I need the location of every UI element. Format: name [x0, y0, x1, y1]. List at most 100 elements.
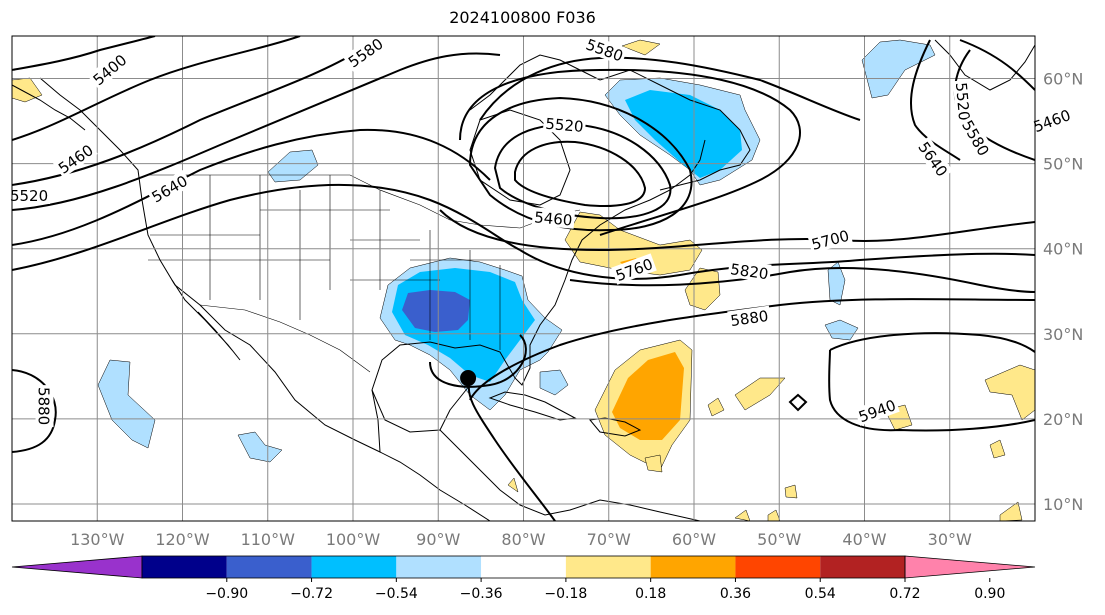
contour-label-background	[952, 79, 975, 124]
latitude-tick-label: 30°N	[1043, 325, 1083, 344]
colorbar-segment	[735, 556, 821, 578]
positive-anomaly-south-2	[507, 477, 519, 493]
contour-label: 5640	[914, 136, 953, 182]
coastline-cuba	[488, 391, 577, 421]
contour-5400	[12, 36, 156, 71]
longitude-tick-label: 40°W	[842, 530, 886, 549]
contour-5580-west	[12, 52, 501, 211]
contour-5940-cell	[788, 393, 808, 412]
contour-5460-west	[12, 36, 301, 141]
contour-label-text: 5880	[729, 307, 769, 330]
coastline-yucatan	[371, 384, 471, 433]
longitude-tick-label: 120°W	[155, 530, 210, 549]
contour-5880-mexico	[12, 369, 57, 453]
colorbar-segment	[820, 556, 905, 578]
positive-anomaly-south-1	[999, 501, 1023, 521]
colorbar-tick-label: −0.54	[375, 586, 418, 602]
longitude-tick-label: 70°W	[587, 530, 631, 549]
contour-label: 5580	[957, 114, 995, 161]
coastline-hispaniola	[589, 417, 642, 437]
contour-5640-west	[12, 128, 491, 246]
positive-anomaly-south-4	[734, 509, 751, 521]
contour-label: 5880	[727, 305, 772, 330]
contour-5880-east	[469, 298, 1035, 401]
colorbar-extend-min	[11, 555, 143, 579]
longitude-tick-label: 30°W	[928, 530, 972, 549]
contour-label-background	[854, 394, 900, 426]
colorbar-tick-label: −0.72	[290, 586, 333, 602]
contour-label: 5520	[542, 113, 587, 136]
border-us-mexico	[199, 304, 371, 373]
positive-anomaly-atlantic-2	[734, 377, 786, 411]
coastline-gulf	[371, 139, 706, 453]
contour-label-background	[342, 32, 388, 72]
negative-anomaly-southeast-max	[402, 290, 470, 332]
contour-label-background	[807, 225, 853, 254]
longitude-tick-label: 80°W	[501, 530, 545, 549]
colorbar: −0.90 −0.72 −0.54 −0.36 −0.18 0.18 0.36 0.54 0.7…	[11, 555, 1036, 602]
colorbar-extend-max	[904, 555, 1036, 579]
map-title: 2024100800 F036	[449, 8, 596, 27]
contour-label: 5820	[727, 258, 772, 283]
contour-label-background	[8, 185, 51, 204]
coastline-quebec	[599, 69, 751, 191]
colorbar-tick-label: −0.18	[544, 586, 587, 602]
coastline-hudson-bay	[469, 109, 571, 206]
colorbar-tick-label: 0.54	[805, 586, 836, 602]
colorbar-segment	[226, 556, 312, 578]
negative-anomaly-rockies	[267, 149, 319, 183]
positive-anomaly-labrador	[621, 39, 661, 56]
contour-label-text: 5460	[1031, 106, 1073, 136]
coastline-hudson	[469, 54, 601, 111]
contour-label-background	[611, 253, 657, 285]
colorbar-segment	[650, 556, 736, 578]
contour-label-background	[582, 33, 628, 66]
contour-label-background	[87, 48, 132, 90]
longitude-tick-label: 100°W	[326, 530, 381, 549]
latitude-labels: 10°N 20°N 30°N 40°N 50°N 60°N	[1043, 70, 1083, 514]
contour-label-background	[146, 169, 192, 207]
longitude-tick-label: 130°W	[70, 530, 125, 549]
coastline-west	[39, 77, 491, 521]
latitude-tick-label: 60°N	[1043, 70, 1083, 89]
negative-anomaly-atlantic-1	[827, 261, 846, 306]
contour-label: 5520	[952, 79, 975, 124]
contour-label-background	[542, 113, 587, 136]
coastline-alaska	[12, 84, 86, 131]
positive-anomaly-east-atlantic-2	[989, 439, 1006, 459]
contour-label-text: 5460	[534, 208, 574, 229]
positive-anomaly-south-3	[784, 484, 798, 499]
colorbar-segment	[481, 556, 566, 578]
contour-5700-east	[439, 209, 1035, 252]
storm-center-marker	[460, 370, 477, 387]
longitude-labels: 130°W 120°W 110°W 100°W 90°W 80°W 70°W 60°W 50°W…	[70, 530, 972, 549]
coastlines	[12, 39, 1035, 521]
contour-label-background	[957, 114, 995, 161]
negative-anomaly-atlantic-2	[824, 319, 859, 341]
contour-label: 5460	[531, 207, 576, 230]
negative-anomaly-greenland	[861, 39, 936, 99]
contour-5880-gulf	[429, 334, 527, 388]
latitude-tick-label: 10°N	[1043, 495, 1083, 514]
border-states-2	[148, 209, 540, 350]
contour-label-text: 5700	[810, 227, 852, 254]
positive-anomaly-south-5	[767, 509, 781, 521]
contour-5460-greenland	[959, 39, 1035, 91]
contour-5700-west	[12, 183, 521, 271]
contour-label-text: 5880	[35, 387, 53, 425]
colorbar-tick-label: 0.72	[889, 586, 920, 602]
map-frame	[11, 35, 1036, 522]
contour-label-text: 5520	[10, 187, 48, 205]
anomaly-shading	[12, 39, 1035, 521]
contour-label-background	[727, 305, 772, 330]
positive-anomaly-caribbean-core	[612, 352, 684, 440]
contour-5400-low	[514, 140, 647, 208]
contour-label-background	[531, 207, 576, 229]
latitude-tick-label: 40°N	[1043, 240, 1083, 259]
contour-5520-greenland	[909, 39, 961, 161]
negative-anomaly-caribbean	[539, 369, 569, 396]
contour-label-text: 5820	[729, 260, 769, 283]
contour-5640-east	[459, 68, 801, 236]
